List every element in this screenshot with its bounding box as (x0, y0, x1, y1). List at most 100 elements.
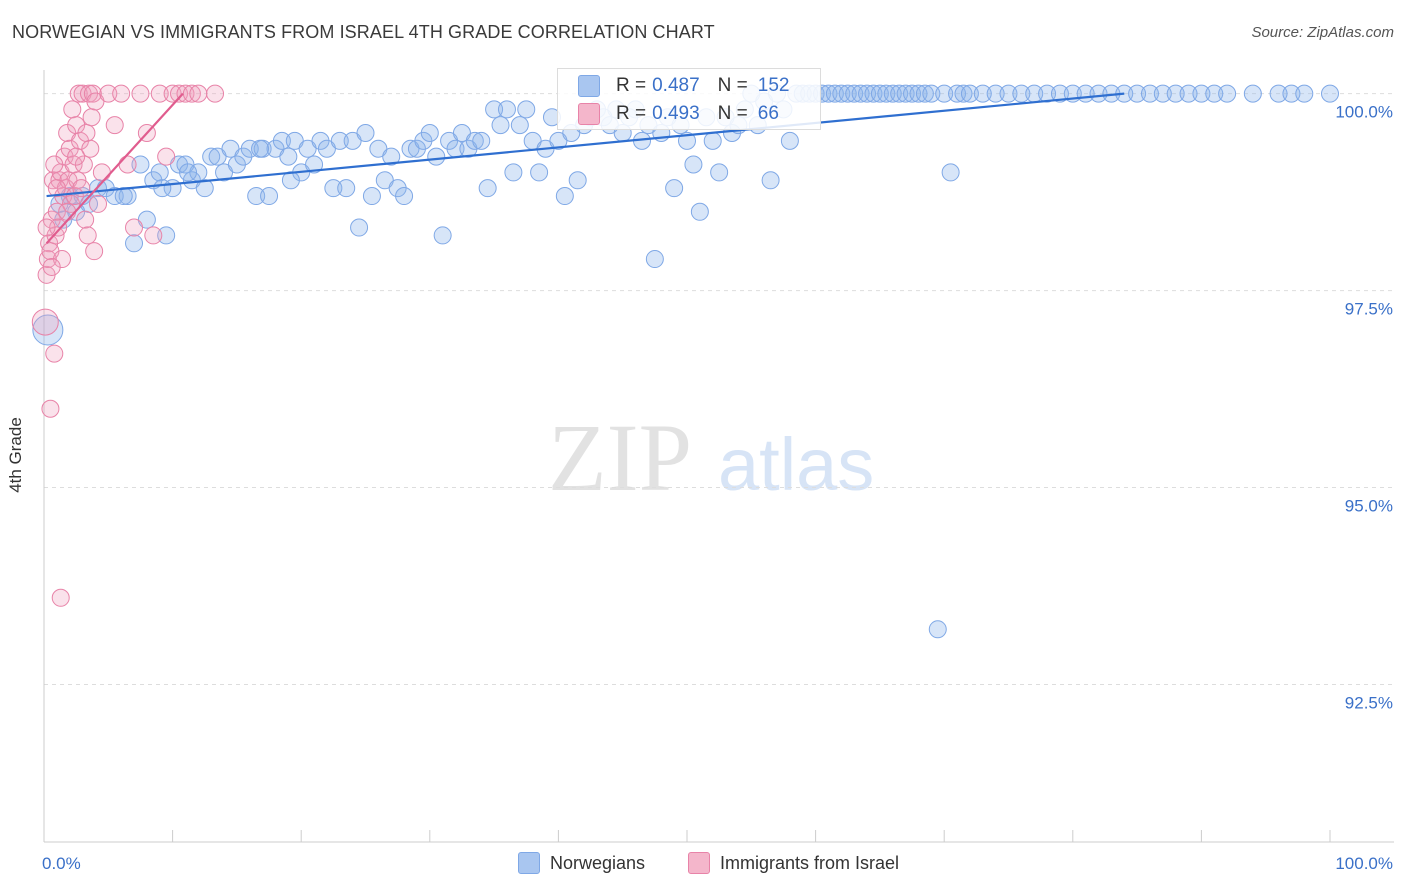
y-tick-label: 97.5% (1345, 300, 1393, 319)
norwegians-point (710, 163, 729, 182)
norwegians-point (517, 100, 536, 119)
israel-point (58, 124, 77, 143)
norwegians-point (999, 84, 1018, 103)
norwegians-point (208, 147, 227, 166)
israel-point (118, 155, 137, 174)
norwegians-point (452, 124, 471, 143)
norwegians-point (153, 179, 172, 198)
norwegians-point (690, 202, 709, 221)
norwegians-point (215, 163, 234, 182)
norwegians-trendline (46, 92, 1125, 198)
norwegians-point (260, 187, 279, 206)
norwegians-point (1153, 84, 1172, 103)
norwegians-point (279, 147, 298, 166)
norwegians-point (247, 187, 266, 206)
x-tick-label: 0.0% (42, 854, 81, 873)
bottom-legend: Norwegians Immigrants from Israel (0, 852, 1406, 876)
israel-point (45, 344, 64, 363)
norwegians-point (1321, 84, 1339, 103)
legend-swatch-norwegians (518, 852, 540, 874)
legend-item-israel[interactable]: Immigrants from Israel (688, 852, 899, 874)
stats-n-value: 66 (757, 103, 779, 124)
norwegians-point (890, 84, 909, 103)
israel-point (67, 147, 86, 166)
norwegians-point (350, 218, 369, 237)
norwegians-point (382, 147, 401, 166)
israel-point (89, 194, 108, 213)
norwegians-point (903, 84, 922, 103)
israel-point (47, 179, 66, 198)
norwegians-point (935, 84, 954, 103)
norwegians-point (838, 84, 857, 103)
israel-point (78, 226, 97, 245)
israel-point (63, 100, 82, 119)
norwegians-point (157, 226, 176, 245)
norwegians-point (1282, 84, 1301, 103)
norwegians-point (896, 84, 915, 103)
norwegians-point (1050, 84, 1069, 103)
norwegians-point (960, 84, 979, 103)
norwegians-point (375, 171, 394, 190)
norwegians-point (825, 84, 844, 103)
norwegians-point (478, 179, 497, 198)
norwegians-point (401, 139, 420, 158)
norwegians-point (883, 84, 902, 103)
norwegians-point (1128, 84, 1147, 103)
norwegians-point (504, 163, 523, 182)
norwegians-point (530, 163, 549, 182)
norwegians-point (877, 84, 896, 103)
israel-point (81, 139, 100, 158)
norwegians-point (555, 187, 574, 206)
israel-point (92, 163, 111, 182)
norwegians-point (941, 163, 960, 182)
israel-point (31, 308, 59, 336)
norwegians-point (870, 84, 889, 103)
norwegians-point (845, 84, 864, 103)
legend-swatch-israel (688, 852, 710, 874)
norwegians-point (272, 131, 291, 150)
stats-n-label: N = (717, 75, 748, 96)
norwegians-point (922, 84, 941, 103)
norwegians-point (114, 187, 133, 206)
norwegians-point (472, 131, 491, 150)
israel-point (189, 84, 208, 103)
israel-point (157, 147, 176, 166)
israel-trendline (45, 92, 184, 245)
israel-point (85, 242, 104, 261)
israel-point (51, 588, 70, 607)
watermark-zip: ZIP (548, 404, 692, 511)
norwegians-point (420, 124, 439, 143)
norwegians-point (221, 139, 240, 158)
norwegians-point (465, 131, 484, 150)
stats-r-value: 0.487 (652, 75, 700, 96)
norwegians-point (433, 226, 452, 245)
israel-point (170, 84, 189, 103)
source-label: Source: ZipAtlas.com (1251, 24, 1394, 41)
israel-point (105, 116, 124, 135)
norwegians-point (343, 131, 362, 150)
norwegians-point (948, 84, 967, 103)
norwegians-point (369, 139, 388, 158)
norwegians-point (928, 620, 947, 639)
norwegians-point (1205, 84, 1224, 103)
norwegians-point (645, 250, 664, 269)
norwegians-point (330, 131, 349, 150)
legend-item-norwegians[interactable]: Norwegians (518, 852, 645, 874)
norwegians-point (568, 171, 587, 190)
israel-point (176, 84, 195, 103)
y-axis-label: 4th Grade (6, 417, 25, 493)
israel-point (82, 108, 101, 127)
x-tick-label: 100.0% (1335, 854, 1393, 873)
y-tick-label: 92.5% (1345, 693, 1393, 712)
norwegians-point (195, 179, 214, 198)
norwegians-point (356, 124, 375, 143)
norwegians-point (1269, 84, 1288, 103)
stats-swatch-israel (578, 103, 600, 125)
israel-point (182, 84, 201, 103)
israel-point (99, 84, 118, 103)
stats-legend-box: R = 0.487 N = 152 R = 0.493 N = 66 (557, 68, 821, 130)
israel-point (58, 202, 77, 221)
israel-point (144, 226, 163, 245)
norwegians-point (202, 147, 221, 166)
israel-point (86, 92, 105, 111)
